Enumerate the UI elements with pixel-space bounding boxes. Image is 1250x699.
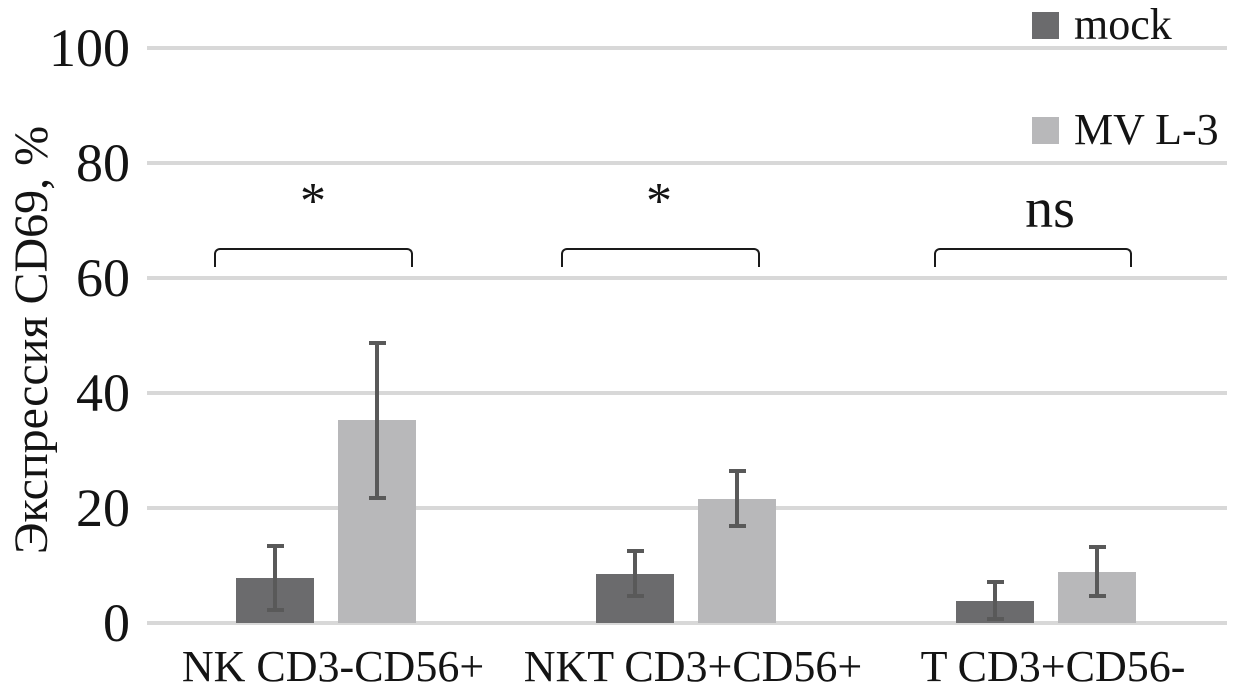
error-bar — [993, 582, 997, 620]
error-bar-cap — [1088, 544, 1106, 549]
error-bar — [633, 551, 637, 597]
gridline — [147, 390, 1227, 395]
significance-bracket — [934, 248, 1132, 267]
y-tick-label: 0 — [103, 592, 130, 653]
significance-bracket — [561, 248, 760, 267]
error-bar-cap — [266, 543, 284, 548]
gridline — [147, 45, 1227, 50]
x-axis-label: T CD3+CD56- — [920, 642, 1186, 691]
legend-swatch — [1032, 11, 1059, 39]
error-bar-cap — [266, 608, 284, 613]
error-bar-cap — [986, 617, 1004, 622]
error-bar-cap — [626, 549, 644, 554]
error-bar — [273, 545, 277, 611]
error-bar — [735, 471, 739, 526]
y-tick-label: 60 — [76, 247, 130, 308]
y-tick-label: 80 — [76, 132, 130, 193]
gridline — [147, 505, 1227, 510]
significance-label: * — [646, 173, 672, 230]
error-bar — [1095, 546, 1099, 597]
x-axis-label: NKT CD3+CD56+ — [523, 642, 863, 691]
error-bar-cap — [368, 340, 386, 345]
legend-item: mock — [1032, 3, 1172, 47]
error-bar-cap — [728, 469, 746, 474]
significance-label: * — [300, 173, 326, 230]
x-axis-label: NK CD3-CD56+ — [181, 642, 485, 691]
y-tick-label: 100 — [49, 17, 130, 78]
legend-label: mock — [1074, 0, 1172, 49]
gridline — [147, 620, 1227, 625]
gridline — [147, 160, 1227, 165]
error-bar-cap — [368, 495, 386, 500]
gridline — [147, 275, 1227, 280]
error-bar-cap — [626, 594, 644, 599]
y-tick-label: 20 — [76, 477, 130, 538]
legend-swatch — [1032, 116, 1059, 144]
error-bar-cap — [1088, 594, 1106, 599]
legend-label: MV L-3 — [1074, 105, 1219, 154]
error-bar-cap — [728, 523, 746, 528]
error-bar — [375, 342, 379, 498]
error-bar-cap — [986, 580, 1004, 585]
y-tick-label: 40 — [76, 362, 130, 423]
legend-item: MV L-3 — [1032, 108, 1219, 152]
significance-label: ns — [1025, 178, 1075, 240]
significance-bracket — [214, 248, 413, 267]
